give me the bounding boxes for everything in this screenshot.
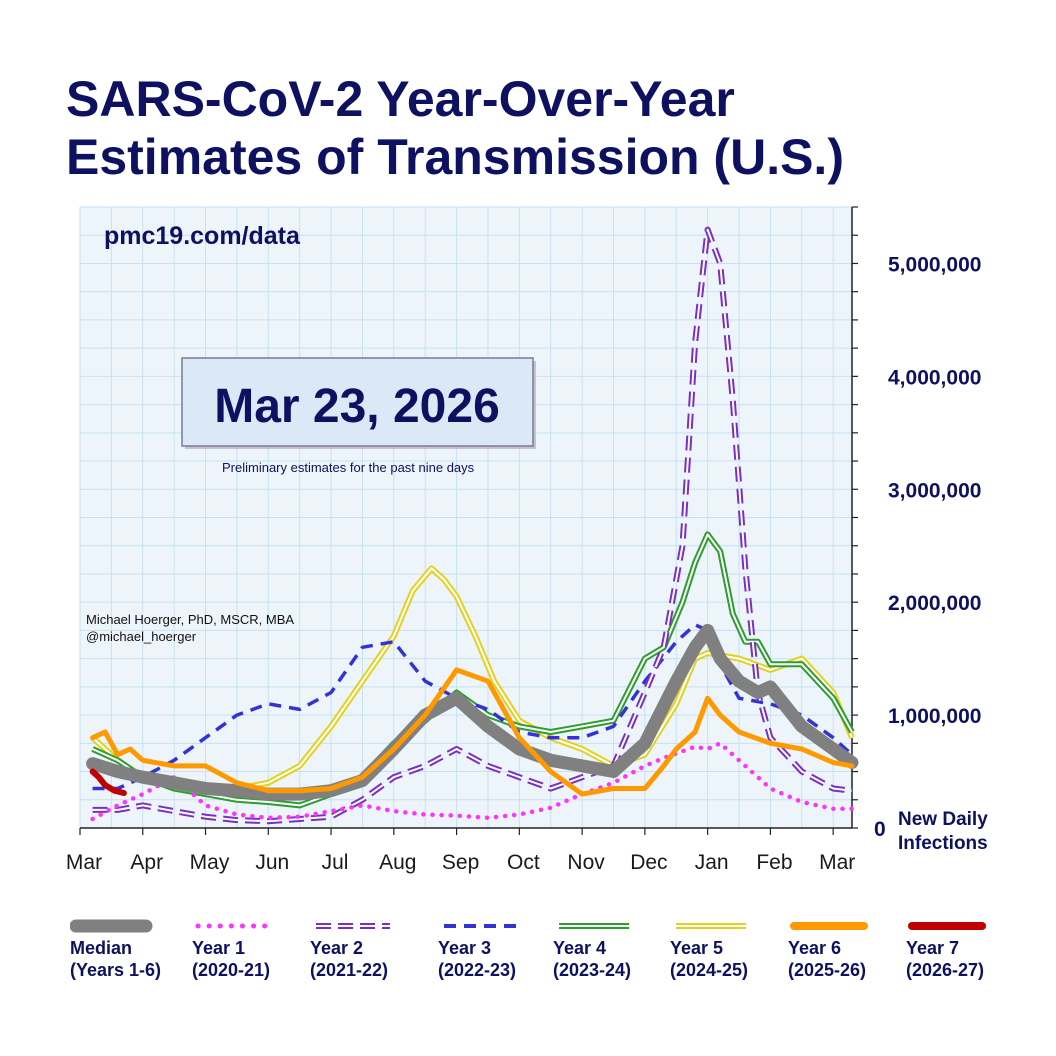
x-tick-label: Dec — [630, 851, 667, 874]
series-line-inner-year4 — [92, 533, 853, 807]
legend-item-year3: Year 3 (2022-23) — [438, 915, 568, 981]
legend-item-year5: Year 5 (2024-25) — [670, 915, 800, 981]
series-group — [86, 226, 859, 825]
legend-swatch-year1 — [195, 923, 271, 929]
y-axis-caption-line1: New Daily — [898, 809, 988, 830]
x-tick-label: Apr — [130, 851, 163, 874]
series-line-inner-year2 — [92, 228, 853, 823]
series-year6 — [90, 667, 855, 797]
legend-item-year1: Year 1 (2020-21) — [192, 915, 322, 981]
y-tick-label: 4,000,000 — [888, 366, 981, 389]
legend-item-year6: Year 6 (2025-26) — [788, 915, 918, 981]
x-tick-label: Mar — [819, 851, 855, 874]
legend-label-year7: Year 7 — [906, 938, 960, 958]
legend-label-median: Median — [70, 938, 133, 958]
legend-swatch-year4 — [559, 923, 629, 929]
legend-item-year4: Year 4 (2023-24) — [553, 915, 683, 981]
series-line-year3 — [92, 623, 854, 791]
y-tick-label: 5,000,000 — [888, 253, 981, 276]
legend-label-year1: Year 1 — [192, 938, 246, 958]
legend-period-year6: (2025-26) — [788, 960, 867, 980]
x-tick-label: Jun — [255, 851, 289, 874]
legend-swatch-year7 — [908, 922, 986, 930]
date-box: Mar 23, 2026 — [181, 357, 536, 449]
legend-item-year2: Year 2 (2021-22) — [310, 915, 440, 981]
x-tick-label: Jan — [695, 851, 729, 874]
legend-period-year1: (2020-21) — [192, 960, 271, 980]
series-year2 — [92, 226, 853, 825]
legend-item-year7: Year 7 (2026-27) — [906, 915, 1036, 981]
legend-period-year2: (2021-22) — [310, 960, 389, 980]
series-year7 — [89, 768, 127, 796]
legend-label-year3: Year 3 — [438, 938, 492, 958]
series-line-median — [86, 623, 859, 801]
x-tick-label: Nov — [567, 851, 605, 874]
series-median — [86, 623, 859, 801]
chart-title-line2: Estimates of Transmission (U.S.) — [66, 129, 844, 185]
x-tick-label: Sep — [442, 851, 479, 874]
legend-period-year7: (2026-27) — [906, 960, 985, 980]
chart-title-line1: SARS-CoV-2 Year-Over-Year — [66, 71, 735, 127]
legend-period-year4: (2023-24) — [553, 960, 632, 980]
date-label: Mar 23, 2026 — [214, 380, 500, 433]
series-line-year7 — [89, 768, 127, 796]
line-chart: Mar Apr May Jun Jul Aug Sep Oct Nov Dec Jan Feb Mar 0… — [66, 206, 988, 874]
series-year1 — [90, 741, 855, 822]
legend-label-year5: Year 5 — [670, 938, 724, 958]
x-tick-label: Jul — [322, 851, 349, 874]
plot-grid — [79, 206, 852, 829]
chart-title: SARS-CoV-2 Year-Over-Year Estimates of T… — [66, 70, 1026, 186]
legend-label-year4: Year 4 — [553, 938, 607, 958]
y-axis-caption-line2: Infections — [898, 833, 988, 854]
author-handle: @michael_hoerger — [86, 629, 197, 644]
legend-label-year6: Year 6 — [788, 938, 842, 958]
y-tick-label: 2,000,000 — [888, 592, 981, 615]
legend-swatch-year2 — [316, 923, 390, 929]
legend-period-year5: (2024-25) — [670, 960, 749, 980]
legend-swatch-year3 — [444, 924, 518, 928]
author-name: Michael Hoerger, PhD, MSCR, MBA — [86, 612, 294, 627]
x-tick-label: Aug — [379, 851, 416, 874]
legend-period-median: (Years 1-6) — [70, 960, 162, 980]
legend-swatch-median — [70, 919, 153, 933]
y-tick-label: 3,000,000 — [888, 479, 981, 502]
x-tick-label: Feb — [756, 851, 792, 874]
legend-label-year2: Year 2 — [310, 938, 364, 958]
series-year3 — [92, 623, 854, 791]
legend: Median (Years 1-6) Year 1 (2020-21) Year… — [70, 915, 1020, 995]
axes: Mar Apr May Jun Jul Aug Sep Oct Nov Dec Jan Feb Mar 0… — [66, 206, 981, 874]
legend-swatch-year5 — [676, 923, 746, 929]
legend-item-median: Median (Years 1-6) — [70, 915, 200, 981]
x-tick-label: May — [190, 851, 230, 874]
y-tick-label: 1,000,000 — [888, 705, 981, 728]
series-year4 — [91, 531, 855, 809]
legend-period-year3: (2022-23) — [438, 960, 517, 980]
legend-swatch-year6 — [790, 922, 868, 930]
series-line-year1 — [90, 741, 855, 822]
x-tick-label: Oct — [507, 851, 540, 874]
y-tick-label: 0 — [874, 818, 886, 841]
series-line-year6 — [90, 667, 855, 797]
preliminary-note: Preliminary estimates for the past nine … — [222, 460, 475, 475]
x-tick-label: Mar — [66, 851, 102, 874]
source-label: pmc19.com/data — [104, 222, 301, 250]
